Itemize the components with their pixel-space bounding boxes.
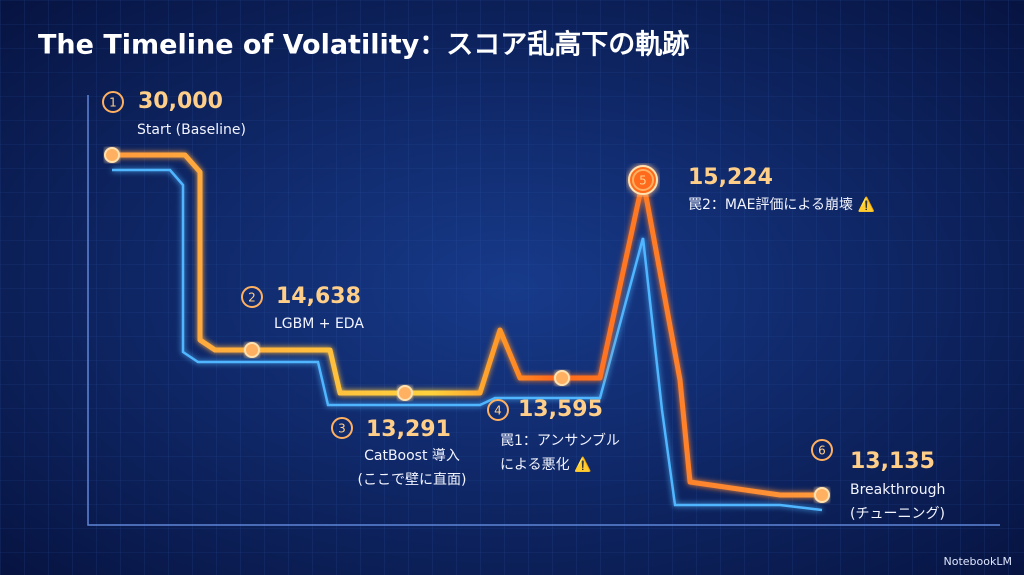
step-number: 5 bbox=[639, 174, 647, 188]
footer: NotebookLM bbox=[944, 555, 1012, 568]
step-badge bbox=[331, 417, 353, 439]
score: 30,000 bbox=[138, 89, 223, 114]
score: 13,595 bbox=[518, 397, 603, 422]
score: 13,291 bbox=[366, 417, 451, 442]
title: The Timeline of Volatility：スコア乱高下の軌跡 bbox=[38, 29, 689, 61]
step-badge bbox=[632, 169, 654, 191]
frame bbox=[87, 95, 1000, 526]
caption: Breakthrough bbox=[850, 482, 945, 498]
caption: Start (Baseline) bbox=[137, 122, 246, 138]
step-number: 4 bbox=[494, 404, 502, 418]
caption: (チューニング) bbox=[850, 506, 945, 522]
node bbox=[104, 147, 120, 163]
node bbox=[814, 487, 830, 503]
milestones: 1 30,000 Start (Baseline) 2 14,638 LGBM + EDA… bbox=[102, 89, 945, 522]
step-badge bbox=[811, 439, 833, 461]
score: 15,224 bbox=[688, 165, 773, 190]
caption: CatBoost 導入 bbox=[364, 448, 460, 464]
caption: LGBM + EDA bbox=[274, 316, 364, 332]
caption: 罠1：アンサンブル bbox=[500, 432, 620, 449]
blue-trace bbox=[112, 168, 823, 512]
score: 14,638 bbox=[276, 284, 361, 309]
step-number: 1 bbox=[109, 96, 117, 110]
node bbox=[244, 342, 260, 358]
step-number: 3 bbox=[338, 422, 346, 436]
step-badge bbox=[487, 399, 509, 421]
node bbox=[397, 385, 413, 401]
caption: 罠2：MAE評価による崩壊 ⚠️ bbox=[688, 196, 875, 213]
step-badge bbox=[241, 286, 263, 308]
score-trace bbox=[112, 152, 822, 498]
caption: による悪化 ⚠️ bbox=[500, 456, 591, 473]
node bbox=[554, 370, 570, 386]
step-number: 6 bbox=[818, 444, 826, 458]
caption: (ここで壁に直面) bbox=[358, 471, 467, 488]
step-number: 2 bbox=[248, 291, 256, 305]
score: 13,135 bbox=[850, 449, 935, 474]
step-badge bbox=[102, 91, 124, 113]
